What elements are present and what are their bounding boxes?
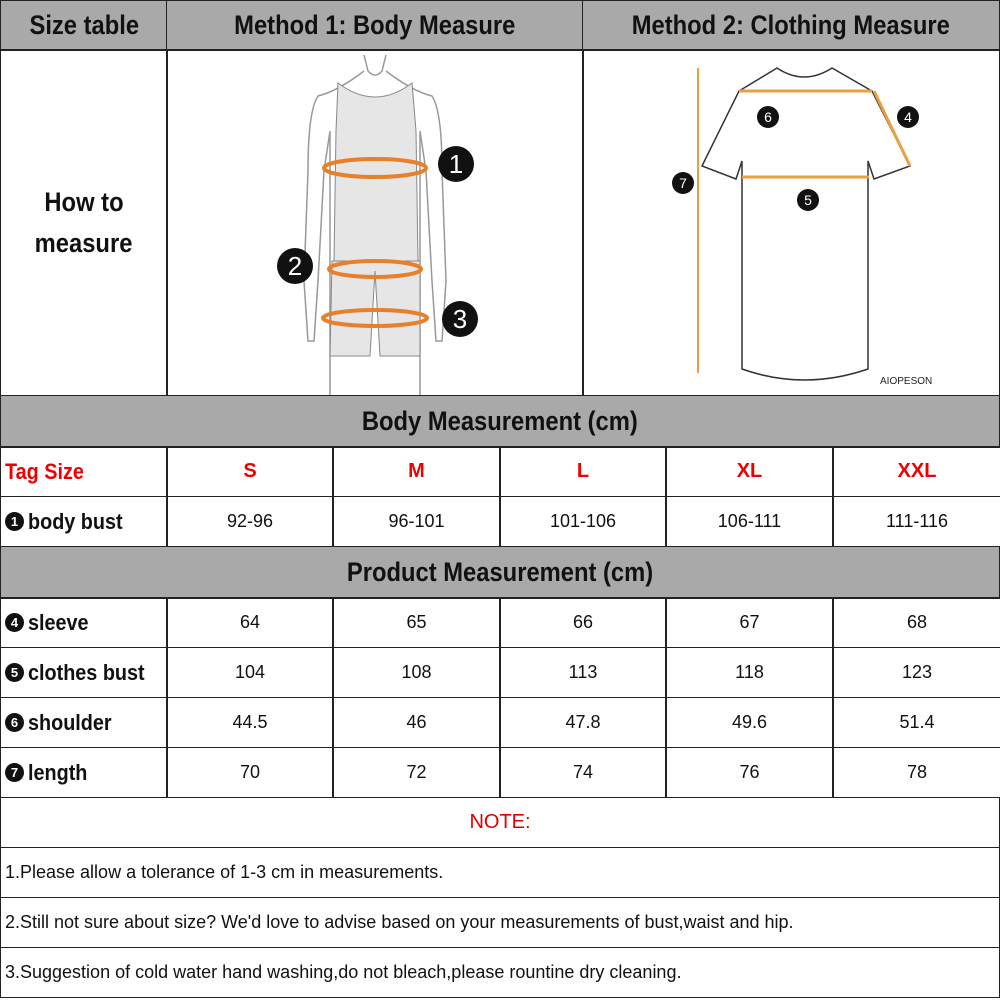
note-line: 1.Please allow a tolerance of 1-3 cm in … bbox=[0, 847, 1000, 898]
body-figure-icon: 1 2 3 bbox=[276, 54, 478, 396]
length-row-value: 72 bbox=[332, 747, 501, 798]
svg-text:5: 5 bbox=[804, 192, 812, 208]
marker-3-icon: 3 bbox=[441, 300, 478, 337]
length-row-value: 76 bbox=[665, 747, 834, 798]
shoulder-row-value: 44.5 bbox=[166, 697, 334, 748]
size-table-label: Size table bbox=[29, 10, 139, 40]
body-bust-row-label-cell: 1 body bust bbox=[0, 496, 168, 547]
clothing-measure-figure: 6 4 7 5 AIOPESON bbox=[582, 49, 1000, 397]
body-bust-row-value: 111-116 bbox=[832, 496, 1000, 547]
svg-text:7: 7 bbox=[679, 175, 687, 191]
sleeve-row-label: sleeve bbox=[28, 609, 89, 635]
how-to-measure: How to measure bbox=[0, 49, 168, 397]
marker-5-icon: 5 bbox=[796, 188, 819, 211]
marker-2-icon: 2 bbox=[276, 247, 313, 284]
tshirt-figure-icon: 6 4 7 5 AIOPESON bbox=[671, 66, 932, 387]
shoulder-row-value: 47.8 bbox=[499, 697, 667, 748]
clothes-bust-row-value: 123 bbox=[832, 647, 1000, 698]
clothes-bust-row-value: 113 bbox=[499, 647, 667, 698]
body-measurement-text: Body Measurement (cm) bbox=[362, 406, 638, 436]
clothes-bust-row-value: 104 bbox=[166, 647, 334, 698]
brand-label: AIOPESON bbox=[880, 376, 932, 387]
sleeve-row-value: 64 bbox=[166, 597, 334, 648]
sleeve-row-value: 67 bbox=[665, 597, 834, 648]
tag-size-row-value: L bbox=[499, 446, 667, 497]
clothes-bust-row-label: clothes bust bbox=[28, 659, 145, 685]
tag-size-row-value: S bbox=[166, 446, 334, 497]
product-measurement-text: Product Measurement (cm) bbox=[346, 557, 654, 587]
shoulder-row-value: 46 bbox=[332, 697, 501, 748]
body-measure-figure: 1 2 3 bbox=[166, 49, 584, 397]
note-line: 2.Still not sure about size? We'd love t… bbox=[0, 897, 1000, 948]
tag-size-row-label: Tag Size bbox=[5, 458, 84, 484]
number-badge-icon: 1 bbox=[5, 512, 24, 531]
marker-7-icon: 7 bbox=[671, 171, 694, 194]
body-bust-row-value: 106-111 bbox=[665, 496, 834, 547]
number-badge-icon: 7 bbox=[5, 763, 24, 782]
shoulder-row-value: 51.4 bbox=[832, 697, 1000, 748]
size-table-header: Size table bbox=[0, 0, 168, 51]
product-measurement-title: Product Measurement (cm) bbox=[0, 546, 1000, 599]
svg-text:6: 6 bbox=[764, 109, 772, 125]
svg-text:2: 2 bbox=[287, 251, 301, 281]
method2-label: Method 2: Clothing Measure bbox=[631, 10, 951, 40]
tag-size-row-value: XL bbox=[665, 446, 834, 497]
sleeve-row-value: 66 bbox=[499, 597, 667, 648]
length-row-value: 78 bbox=[832, 747, 1000, 798]
note-title: NOTE: bbox=[0, 797, 1000, 848]
marker-4-icon: 4 bbox=[896, 105, 919, 128]
marker-6-icon: 6 bbox=[756, 105, 779, 128]
sleeve-row-value: 68 bbox=[832, 597, 1000, 648]
method2-header: Method 2: Clothing Measure bbox=[582, 0, 1000, 51]
shoulder-row-label-cell: 6 shoulder bbox=[0, 697, 168, 748]
body-bust-row-value: 92-96 bbox=[166, 496, 334, 547]
note-line: 3.Suggestion of cold water hand washing,… bbox=[0, 947, 1000, 998]
how-to-line1: How to bbox=[44, 187, 124, 217]
svg-text:4: 4 bbox=[904, 109, 912, 125]
sleeve-row-value: 65 bbox=[332, 597, 501, 648]
length-row-label-cell: 7 length bbox=[0, 747, 168, 798]
body-bust-row-value: 96-101 bbox=[332, 496, 501, 547]
clothes-bust-row-value: 118 bbox=[665, 647, 834, 698]
tag-size-row-label-cell: Tag Size bbox=[0, 446, 168, 497]
length-row-value: 74 bbox=[499, 747, 667, 798]
body-measurement-title: Body Measurement (cm) bbox=[0, 395, 1000, 448]
clothes-bust-row-label-cell: 5 clothes bust bbox=[0, 647, 168, 698]
svg-text:3: 3 bbox=[452, 304, 466, 334]
number-badge-icon: 4 bbox=[5, 613, 24, 632]
method1-header: Method 1: Body Measure bbox=[166, 0, 584, 51]
body-bust-row-label: body bust bbox=[28, 508, 123, 534]
body-bust-row-value: 101-106 bbox=[499, 496, 667, 547]
shoulder-row-label: shoulder bbox=[28, 709, 112, 735]
marker-1-icon: 1 bbox=[437, 145, 474, 182]
how-to-line2: measure bbox=[35, 228, 133, 258]
number-badge-icon: 6 bbox=[5, 713, 24, 732]
tag-size-row-value: M bbox=[332, 446, 501, 497]
clothes-bust-row-value: 108 bbox=[332, 647, 501, 698]
sleeve-row-label-cell: 4 sleeve bbox=[0, 597, 168, 648]
tag-size-row-value: XXL bbox=[832, 446, 1000, 497]
length-row-value: 70 bbox=[166, 747, 334, 798]
number-badge-icon: 5 bbox=[5, 663, 24, 682]
shoulder-row-value: 49.6 bbox=[665, 697, 834, 748]
svg-text:1: 1 bbox=[448, 149, 462, 179]
method1-label: Method 1: Body Measure bbox=[234, 10, 516, 40]
length-row-label: length bbox=[28, 759, 88, 785]
